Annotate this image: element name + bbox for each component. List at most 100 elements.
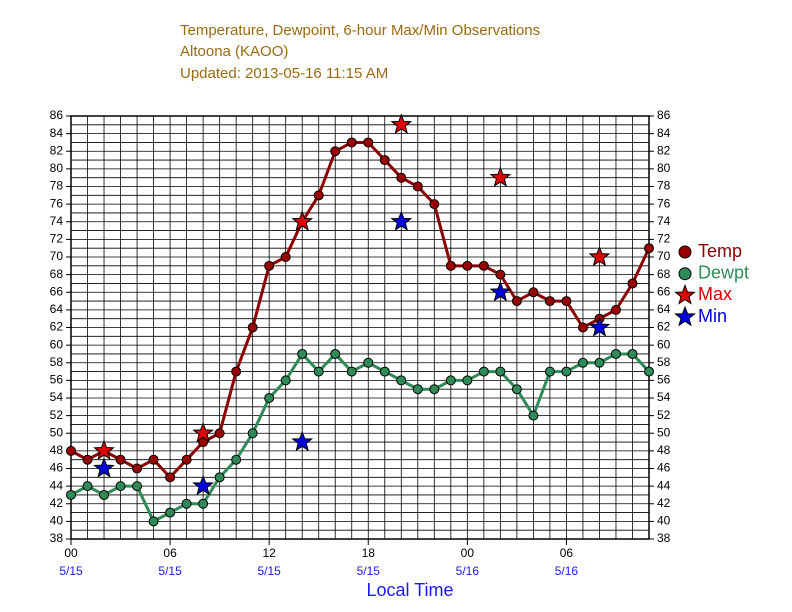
data-point xyxy=(610,348,621,359)
y-tick-label: 76 xyxy=(50,196,64,210)
y-tick-label: 70 xyxy=(50,249,64,263)
y-tick-label: 58 xyxy=(50,355,64,369)
legend-marker xyxy=(674,283,696,305)
y2-tick-label: 64 xyxy=(657,302,671,316)
data-point xyxy=(313,366,324,377)
data-point xyxy=(445,375,456,386)
star-marker xyxy=(588,245,611,267)
data-point xyxy=(610,304,621,315)
y2-tick-label: 68 xyxy=(657,267,671,281)
data-point xyxy=(181,454,192,465)
data-point xyxy=(115,454,126,465)
y-tick-label: 50 xyxy=(50,425,64,439)
y2-tick-label: 70 xyxy=(657,249,671,263)
y2-tick-label: 72 xyxy=(657,232,671,246)
data-point xyxy=(346,137,357,148)
y-tick-label: 78 xyxy=(50,179,64,193)
y-tick-label: 44 xyxy=(50,478,64,492)
x-tick-date: 5/15 xyxy=(158,564,182,578)
x-tick-label: 00 xyxy=(461,546,475,560)
y-tick-label: 60 xyxy=(50,337,64,351)
data-point xyxy=(544,366,555,377)
data-point xyxy=(495,366,506,377)
data-point xyxy=(148,516,159,527)
data-point xyxy=(627,278,638,289)
x-tick-date: 5/15 xyxy=(257,564,281,578)
y2-tick-label: 76 xyxy=(657,196,671,210)
data-point xyxy=(115,481,126,492)
x-tick-date: 5/16 xyxy=(456,564,480,578)
data-point xyxy=(462,375,473,386)
data-point xyxy=(181,498,192,509)
star-marker xyxy=(93,457,115,478)
data-point xyxy=(429,199,440,210)
data-point xyxy=(495,269,506,280)
y2-tick-label: 42 xyxy=(657,496,671,510)
y2-tick-label: 58 xyxy=(657,355,671,369)
x-tick-label: 06 xyxy=(560,546,574,560)
y2-tick-label: 84 xyxy=(657,126,671,140)
star-marker xyxy=(291,430,314,452)
y-tick-label: 54 xyxy=(50,390,64,404)
y-tick-label: 48 xyxy=(50,443,64,457)
y2-tick-label: 52 xyxy=(657,408,671,422)
data-point xyxy=(66,489,76,500)
y-tick-label: 82 xyxy=(50,143,64,157)
data-point xyxy=(165,472,176,483)
data-point xyxy=(148,454,159,465)
data-point xyxy=(627,348,638,359)
star-marker xyxy=(489,166,512,187)
data-point xyxy=(280,252,291,262)
data-point xyxy=(264,260,275,271)
x-tick-label: 00 xyxy=(64,546,78,560)
y2-tick-label: 38 xyxy=(657,531,671,545)
x-tick-date: 5/16 xyxy=(555,564,579,578)
data-point xyxy=(82,481,93,492)
data-point xyxy=(478,260,489,271)
data-point xyxy=(644,243,654,254)
data-point xyxy=(214,428,225,439)
chart-title: Temperature, Dewpoint, 6-hour Max/Min Ob… xyxy=(180,22,540,39)
data-point xyxy=(280,375,291,386)
y-tick-label: 80 xyxy=(50,161,64,175)
data-point xyxy=(198,498,209,509)
data-point xyxy=(561,366,572,377)
y-tick-label: 38 xyxy=(50,531,64,545)
y-tick-label: 66 xyxy=(50,284,64,298)
data-point xyxy=(577,357,588,368)
y2-tick-label: 60 xyxy=(657,337,671,351)
y-tick-label: 64 xyxy=(50,302,64,316)
data-point xyxy=(214,472,225,483)
y-tick-label: 72 xyxy=(50,232,64,246)
y2-tick-label: 86 xyxy=(657,108,671,122)
data-point xyxy=(429,384,440,395)
y2-tick-label: 78 xyxy=(657,179,671,193)
x-axis-label: Local Time xyxy=(366,580,453,600)
y-tick-label: 62 xyxy=(50,320,64,334)
y2-tick-label: 62 xyxy=(657,320,671,334)
legend-marker xyxy=(678,245,692,259)
data-point xyxy=(313,190,324,201)
star-marker xyxy=(192,421,214,443)
data-point xyxy=(528,410,539,421)
legend-label: Temp xyxy=(698,241,742,261)
star-marker xyxy=(489,280,512,302)
data-point xyxy=(594,357,605,368)
chart-subtitle: Altoona (KAOO) xyxy=(180,43,288,60)
y2-tick-label: 40 xyxy=(657,514,671,528)
y-tick-label: 40 xyxy=(50,514,64,528)
star-marker xyxy=(93,439,115,461)
y2-tick-label: 44 xyxy=(657,478,671,492)
data-point xyxy=(330,348,341,359)
y-tick-label: 86 xyxy=(50,108,64,122)
data-point xyxy=(132,481,143,492)
data-point xyxy=(231,454,242,465)
data-point xyxy=(528,287,539,298)
x-tick-label: 06 xyxy=(163,546,177,560)
data-point xyxy=(412,181,423,192)
data-point xyxy=(231,366,242,377)
data-point xyxy=(330,146,341,157)
y2-tick-label: 50 xyxy=(657,425,671,439)
